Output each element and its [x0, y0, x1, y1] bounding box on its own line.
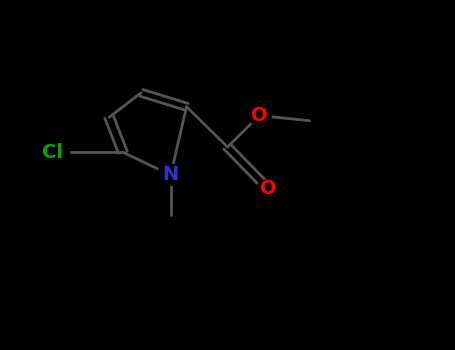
Text: Cl: Cl	[42, 143, 63, 162]
Text: O: O	[251, 106, 268, 125]
Text: N: N	[162, 166, 179, 184]
Circle shape	[157, 164, 184, 186]
Circle shape	[35, 139, 70, 166]
Circle shape	[248, 106, 271, 125]
Text: O: O	[260, 180, 277, 198]
Circle shape	[257, 180, 280, 198]
